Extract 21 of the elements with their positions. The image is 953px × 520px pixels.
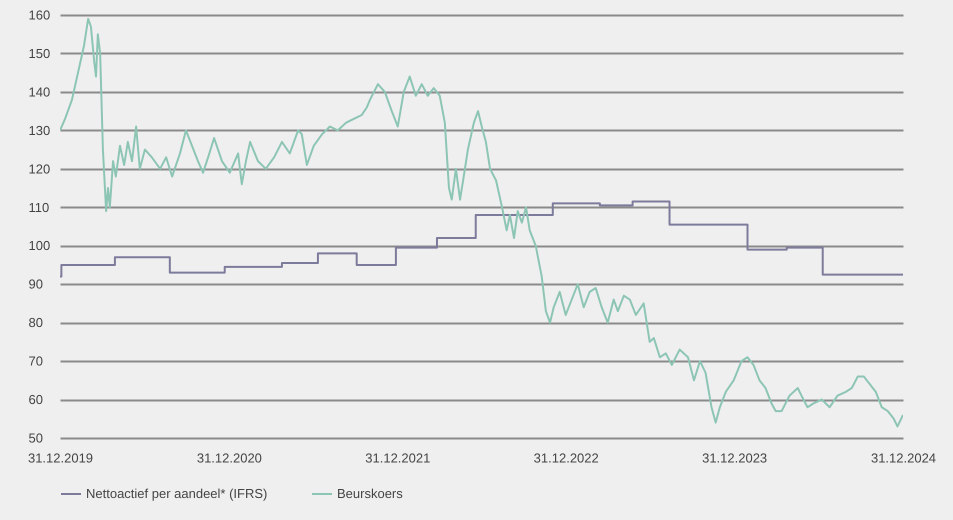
y-tick-label: 160 — [28, 8, 50, 22]
y-tick-label: 50 — [28, 430, 43, 446]
y-tick-label: 120 — [28, 161, 50, 176]
y-tick-label: 90 — [28, 276, 43, 292]
y-tick-label: 150 — [28, 46, 50, 61]
y-tick-label: 110 — [28, 200, 50, 215]
x-tick-label: 31.12.2024 — [870, 450, 936, 466]
x-tick-label: 31.12.2022 — [534, 450, 599, 466]
y-tick-label: 130 — [28, 122, 50, 138]
y-tick-label: 140 — [28, 84, 50, 100]
y-tick-label: 60 — [28, 392, 43, 408]
y-tick-label: 70 — [28, 354, 43, 369]
legend-label: Nettoactief per aandeel* (IFRS) — [86, 486, 268, 501]
x-tick-label: 31.12.2021 — [365, 450, 430, 466]
y-tick-label: 80 — [28, 315, 43, 330]
x-tick-label: 31.12.2023 — [702, 450, 768, 466]
legend-label: Beurskoers — [337, 486, 404, 501]
line-series — [60, 18, 903, 428]
x-tick-label: 31.12.2020 — [196, 450, 262, 466]
y-tick-label: 100 — [28, 238, 50, 254]
x-tick-label: 31.12.2019 — [28, 450, 94, 466]
